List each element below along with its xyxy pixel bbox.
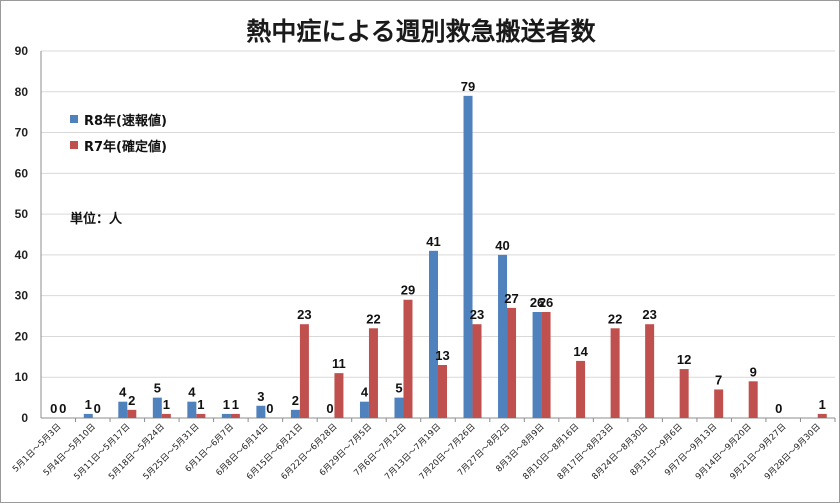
bar — [429, 250, 438, 418]
data-label: 1 — [163, 397, 170, 412]
legend-label-r8: R8年(速報値) — [84, 113, 167, 129]
data-label: 26 — [530, 295, 544, 310]
y-tick-label: 40 — [15, 248, 29, 262]
bar — [334, 373, 344, 418]
data-label: 5 — [154, 381, 161, 396]
y-tick-label: 20 — [15, 329, 29, 343]
y-tick-label: 10 — [15, 370, 29, 384]
data-label: 22 — [366, 311, 380, 326]
data-label: 27 — [504, 291, 518, 306]
unit-label: 単位：人 — [70, 211, 123, 227]
data-label: 23 — [642, 307, 656, 322]
bar — [817, 413, 827, 418]
bar — [541, 311, 551, 418]
bar — [645, 324, 655, 418]
y-tick-label: 80 — [15, 85, 29, 99]
data-label: 0 — [326, 401, 333, 416]
data-label: 11 — [332, 356, 346, 371]
legend-swatch-r8 — [70, 115, 78, 123]
data-label: 23 — [297, 307, 311, 322]
data-label: 4 — [361, 385, 369, 400]
data-label: 29 — [401, 283, 415, 298]
legend: R8年(速報値) R7年(確定値) — [70, 113, 167, 155]
data-label: 26 — [539, 295, 553, 310]
data-label: 7 — [715, 372, 722, 387]
bar — [394, 397, 404, 418]
data-label: 13 — [435, 348, 449, 363]
bar — [610, 328, 620, 418]
bar — [230, 413, 240, 418]
bar — [83, 413, 93, 418]
bar — [679, 369, 689, 418]
bar — [368, 328, 378, 418]
bar — [472, 324, 482, 418]
bar — [299, 324, 309, 418]
bar — [438, 364, 447, 418]
bar — [507, 307, 517, 418]
data-label: 1 — [197, 397, 204, 412]
bar — [748, 381, 758, 418]
bar — [221, 413, 231, 418]
data-label: 1 — [85, 397, 92, 412]
y-tick-label: 90 — [15, 44, 29, 58]
bar — [714, 389, 724, 418]
data-label: 0 — [50, 401, 57, 416]
data-label: 40 — [495, 238, 509, 253]
y-tick-label: 0 — [21, 411, 28, 425]
data-label: 0 — [266, 401, 273, 416]
data-label: 23 — [470, 307, 484, 322]
data-label: 2 — [128, 393, 135, 408]
bar — [152, 397, 162, 418]
bar — [532, 311, 542, 418]
legend-swatch-r7 — [70, 141, 78, 149]
bars — [83, 95, 827, 418]
data-label: 0 — [94, 401, 101, 416]
chart-title: 熱中症による週別救急搬送者数 — [246, 17, 596, 46]
y-tick-label: 30 — [15, 289, 29, 303]
data-label: 4 — [188, 385, 196, 400]
data-label: 2 — [292, 393, 299, 408]
bar — [498, 254, 508, 418]
legend-label-r7: R7年(確定値) — [84, 139, 167, 155]
bar — [256, 405, 266, 418]
data-label: 12 — [677, 352, 691, 367]
data-label: 1 — [819, 397, 826, 412]
bar — [196, 413, 206, 418]
bar — [161, 413, 171, 418]
data-label: 79 — [461, 79, 475, 94]
bar — [576, 360, 586, 418]
y-tick-label: 60 — [15, 166, 29, 180]
y-tick-label: 50 — [15, 207, 29, 221]
data-label: 4 — [119, 385, 127, 400]
bar — [290, 409, 300, 418]
data-label: 14 — [573, 344, 588, 359]
bar — [403, 299, 413, 418]
data-label: 22 — [608, 311, 622, 326]
bar — [359, 401, 369, 418]
y-tick-label: 70 — [15, 126, 29, 140]
data-label: 1 — [232, 397, 239, 412]
y-axis-ticks: 0 10 20 30 40 50 60 70 80 90 — [15, 44, 29, 425]
data-label: 1 — [223, 397, 230, 412]
data-label: 41 — [426, 234, 440, 249]
data-label: 0 — [59, 401, 66, 416]
data-label: 0 — [775, 401, 782, 416]
bar — [118, 401, 128, 418]
data-label: 9 — [750, 364, 757, 379]
bar — [187, 401, 197, 418]
x-axis-ticks: 5月1日～5月3日5月4日～5月10日5月11日～5月17日5月18日～5月24… — [11, 418, 836, 482]
bar — [127, 409, 137, 418]
data-label: 5 — [395, 381, 402, 396]
data-label: 3 — [257, 389, 264, 404]
bar — [463, 95, 473, 418]
